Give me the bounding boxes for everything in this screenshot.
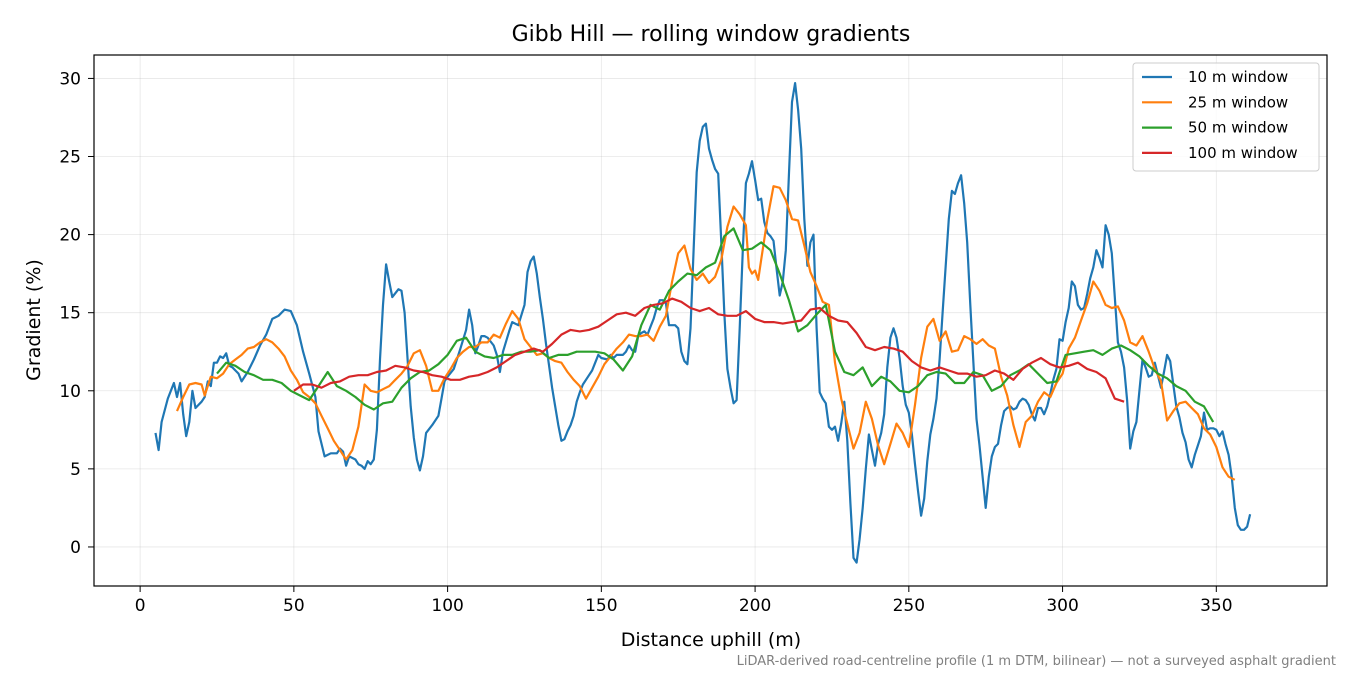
y-tick-label: 25 bbox=[59, 148, 81, 168]
x-tick-label: 350 bbox=[1200, 596, 1232, 616]
y-axis: 0 5 10 15 20 25 30 bbox=[59, 69, 94, 558]
plot-frame bbox=[93, 54, 1328, 587]
x-tick-label: 100 bbox=[431, 596, 463, 616]
x-tick-label: 300 bbox=[1046, 596, 1078, 616]
x-tick-label: 200 bbox=[739, 596, 771, 616]
legend-box bbox=[1132, 62, 1320, 172]
legend-label: 100 m window bbox=[1188, 144, 1298, 162]
x-axis: 0 50 100 150 200 250 300 350 bbox=[135, 586, 1233, 616]
plot-area bbox=[154, 82, 1252, 564]
y-tick-label: 30 bbox=[59, 69, 81, 89]
x-axis-label: Distance uphill (m) bbox=[621, 629, 801, 651]
x-tick-label: 150 bbox=[585, 596, 617, 616]
legend: 10 m window 25 m window 50 m window 100 m w… bbox=[1132, 62, 1320, 172]
y-tick-label: 10 bbox=[59, 382, 81, 402]
y-tick-label: 0 bbox=[70, 538, 81, 558]
series-line-4 bbox=[293, 297, 1125, 403]
footnote: LiDAR-derived road-centreline profile (1… bbox=[737, 654, 1336, 669]
x-tick-label: 250 bbox=[893, 596, 925, 616]
y-tick-label: 15 bbox=[59, 304, 81, 324]
legend-label: 10 m window bbox=[1188, 68, 1288, 86]
legend-label: 25 m window bbox=[1188, 93, 1288, 111]
y-tick-label: 20 bbox=[59, 226, 81, 246]
chart-title: Gibb Hill — rolling window gradients bbox=[512, 22, 911, 47]
y-axis-label: Gradient (%) bbox=[23, 259, 45, 381]
series-line-1 bbox=[154, 82, 1252, 564]
series-line-2 bbox=[175, 185, 1236, 481]
legend-label: 50 m window bbox=[1188, 119, 1288, 137]
series-line-3 bbox=[216, 227, 1215, 423]
y-tick-label: 5 bbox=[70, 460, 81, 480]
x-tick-label: 50 bbox=[283, 596, 305, 616]
x-tick-label: 0 bbox=[135, 596, 146, 616]
